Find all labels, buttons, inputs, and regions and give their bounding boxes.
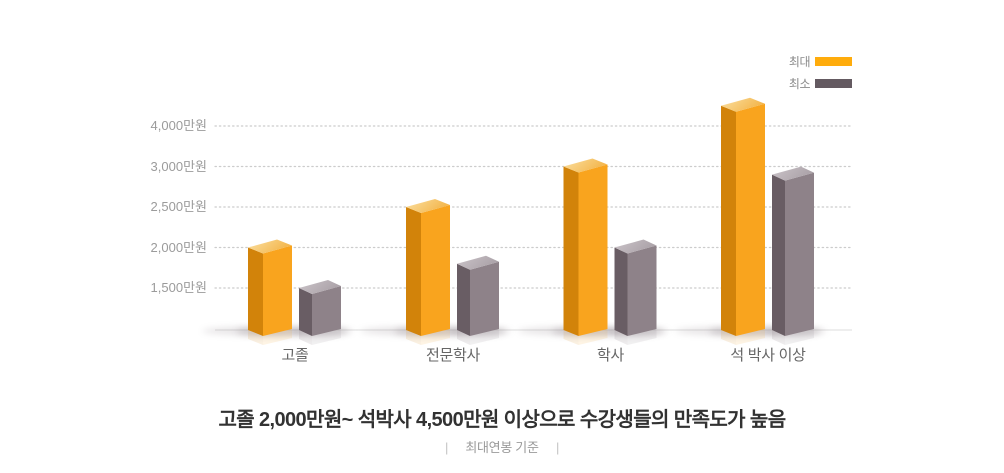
max-bar-0-reflection-front [263,329,292,345]
min-bar-3-reflection-front [785,329,814,345]
chart-plot-area [202,97,853,345]
max-bar-0-reflection-left [248,330,263,345]
legend-min-swatch [815,79,852,88]
max-bar-2-top-face [563,158,608,173]
chart-subtitle: | 최대연봉 기준 | [0,437,1004,456]
min-bar-2-front-face [627,245,657,336]
max-bar-3-reflection-front [736,329,765,345]
min-bar-1-front-face [470,261,499,336]
legend-item-min: 최소 [789,75,852,92]
min-bar-3-side-face [772,174,785,336]
max-bar-1-top-face [406,199,450,213]
min-bar-0-side-face [299,288,312,336]
y-tick-label-3: 2,000만원 [150,239,207,255]
y-tick-label-1: 3,000만원 [150,158,207,174]
max-bar-2-front-face [578,164,608,336]
legend-item-max: 최대 [789,53,852,70]
min-bar-3-top-face [772,166,814,181]
max-bar-1-side-face [406,207,421,336]
max-bar-3-reflection-left [721,330,736,345]
y-tick-label-0: 4,000만원 [150,118,207,133]
category-label-0: 고졸 [281,347,309,364]
max-bar-2-reflection-left [563,330,579,345]
max-bar-0-side-face [248,247,263,336]
min-bar-0-front-face [312,286,341,336]
min-bar-3-reflection-left [772,330,785,345]
category-label-2: 학사 [596,347,624,364]
max-bar-3-front-face [736,103,765,336]
min-bar-1-side-face [457,263,470,336]
min-bar-2-reflection-left [614,330,628,345]
y-tick-label-4: 1,500만원 [150,280,207,295]
subtitle-separator-left: | [444,440,449,455]
max-bar-3-side-face [721,105,736,336]
max-bar-0-top-face [248,239,292,254]
min-bar-2-side-face [614,247,628,336]
min-bar-3-front-face [785,172,814,336]
max-bar-1-front-face [421,205,450,336]
max-bar-1-reflection-front [421,329,450,345]
min-bar-0-reflection-front [312,329,341,345]
subtitle-text: 최대연봉 기준 [465,440,539,455]
legend-max-label: 최대 [788,55,811,69]
min-bar-1-top-face [457,255,499,270]
legend-min-label: 최소 [788,77,811,91]
y-tick-label-2: 2,500만원 [150,199,207,214]
min-bar-1-reflection-left [457,330,470,345]
category-label-1: 전문학사 [425,347,480,364]
min-bar-0-reflection-left [299,330,312,345]
min-bar-2-top-face [614,239,657,254]
min-bar-2-reflection-front [627,329,657,345]
max-bar-1-reflection-left [406,330,421,345]
max-bar-3-top-face [721,97,765,112]
category-label-3: 석 박사 이상 [730,347,806,364]
max-bar-2-reflection-front [578,329,608,345]
legend: 최대 최소 [789,53,852,92]
min-bar-0-top-face [299,280,341,294]
legend-max-swatch [815,57,852,66]
max-bar-0-front-face [263,245,292,336]
min-bar-1-reflection-front [470,329,499,345]
max-bar-2-side-face [563,166,579,336]
subtitle-separator-right: | [555,440,560,455]
chart-title: 고졸 2,000만원~ 석박사 4,500만원 이상으로 수강생들의 만족도가 … [218,409,786,431]
